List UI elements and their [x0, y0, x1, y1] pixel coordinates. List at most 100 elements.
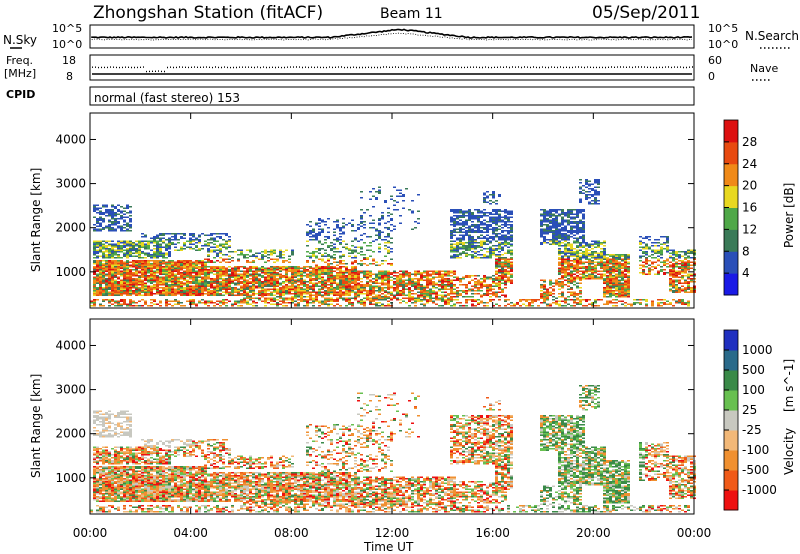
data-cell — [465, 252, 468, 254]
data-cell — [378, 282, 381, 284]
data-cell — [312, 236, 315, 238]
data-cell — [504, 281, 507, 283]
data-cell — [147, 267, 150, 269]
data-cell — [135, 305, 138, 307]
data-cell — [330, 267, 333, 269]
data-cell — [378, 248, 381, 250]
data-cell — [354, 272, 357, 274]
data-cell — [327, 269, 330, 271]
data-cell — [261, 291, 264, 293]
data-cell — [363, 287, 366, 289]
data-cell — [357, 285, 360, 287]
data-cell — [321, 284, 324, 286]
data-cell — [363, 212, 366, 214]
data-cell — [165, 275, 168, 277]
data-cell — [450, 224, 453, 226]
data-cell — [213, 291, 216, 293]
data-cell — [198, 302, 201, 304]
data-cell — [315, 294, 318, 296]
data-cell — [222, 272, 225, 274]
data-cell — [507, 251, 510, 253]
data-cell — [576, 237, 579, 239]
data-cell — [150, 281, 153, 283]
data-cell — [381, 278, 384, 280]
data-cell — [471, 212, 474, 214]
data-cell — [396, 288, 399, 290]
data-cell — [498, 279, 501, 281]
data-cell — [561, 269, 564, 271]
data-cell — [564, 258, 567, 260]
data-cell — [501, 210, 504, 212]
data-cell — [108, 269, 111, 271]
data-cell — [543, 231, 546, 233]
data-cell — [213, 281, 216, 283]
data-cell — [168, 240, 171, 242]
data-cell — [594, 242, 597, 244]
data-cell — [483, 285, 486, 287]
data-cell — [492, 288, 495, 290]
data-cell — [384, 297, 387, 299]
data-cell — [201, 245, 204, 247]
data-cell — [450, 246, 453, 248]
data-cell — [174, 291, 177, 293]
data-cell — [567, 273, 570, 275]
data-cell — [456, 222, 459, 224]
data-cell — [144, 264, 147, 266]
data-cell — [234, 279, 237, 281]
data-cell — [147, 261, 150, 263]
data-cell — [492, 237, 495, 239]
data-cell — [510, 305, 513, 307]
data-cell — [321, 269, 324, 271]
data-cell — [468, 243, 471, 245]
data-cell — [384, 296, 387, 298]
data-cell — [132, 293, 135, 295]
data-cell — [345, 275, 348, 277]
data-cell — [474, 300, 477, 302]
data-cell — [114, 246, 117, 248]
data-cell — [102, 293, 105, 295]
data-cell — [594, 252, 597, 254]
data-cell — [279, 255, 282, 257]
data-cell — [279, 282, 282, 284]
data-cell — [495, 278, 498, 280]
data-cell — [411, 279, 414, 281]
data-cell — [246, 267, 249, 269]
data-cell — [198, 276, 201, 278]
data-cell — [447, 294, 450, 296]
cpid-label: CPID — [6, 88, 35, 101]
data-cell — [183, 294, 186, 296]
data-cell — [168, 242, 171, 244]
data-cell — [177, 285, 180, 287]
data-cell — [348, 290, 351, 292]
data-cell — [357, 227, 360, 229]
data-cell — [471, 300, 474, 302]
data-cell — [252, 282, 255, 284]
data-cell — [261, 294, 264, 296]
data-cell — [282, 276, 285, 278]
data-cell — [570, 294, 573, 296]
data-cell — [483, 278, 486, 280]
data-cell — [573, 299, 576, 301]
data-cell — [156, 255, 159, 257]
data-cell — [108, 284, 111, 286]
data-cell — [150, 242, 153, 244]
data-cell — [477, 257, 480, 259]
data-cell — [114, 252, 117, 254]
data-cell — [123, 273, 126, 275]
data-cell — [363, 273, 366, 275]
data-cell — [366, 290, 369, 292]
data-cell — [165, 264, 168, 266]
data-cell — [144, 243, 147, 245]
data-cell — [111, 210, 114, 212]
data-cell — [573, 284, 576, 286]
data-cell — [261, 255, 264, 257]
data-cell — [300, 272, 303, 274]
data-cell — [225, 240, 228, 242]
data-cell — [507, 266, 510, 268]
data-cell — [189, 276, 192, 278]
data-cell — [273, 299, 276, 301]
data-cell — [234, 270, 237, 272]
data-cell — [354, 246, 357, 248]
data-cell — [135, 278, 138, 280]
data-cell — [378, 236, 381, 238]
